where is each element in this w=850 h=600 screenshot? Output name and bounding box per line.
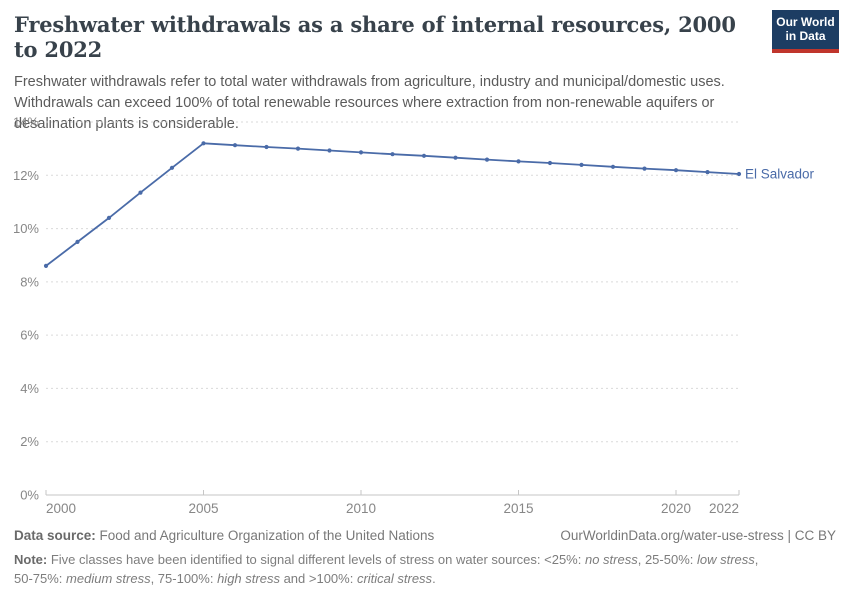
x-tick-label: 2005 — [188, 501, 218, 516]
y-tick-label: 14% — [13, 115, 39, 130]
footnote-segment: . — [432, 571, 436, 586]
data-point-marker[interactable] — [705, 170, 710, 175]
y-tick-label: 4% — [20, 381, 39, 396]
subtitle-line: Withdrawals can exceed 100% of total ren… — [14, 95, 715, 111]
owid-url-link[interactable]: OurWorldinData.org/water-use-stress — [560, 528, 784, 543]
owid-logo-line2: in Data — [785, 28, 826, 43]
data-point-marker[interactable] — [736, 171, 742, 177]
data-point-marker[interactable] — [642, 166, 647, 171]
footnote-segment: medium stress — [66, 571, 151, 586]
data-point-marker[interactable] — [390, 152, 395, 157]
footnote: Note: Five classes have been identified … — [14, 550, 776, 588]
data-point-marker[interactable] — [295, 146, 301, 151]
y-tick-label: 8% — [20, 274, 39, 289]
y-tick-label: 12% — [13, 168, 39, 183]
data-point-marker[interactable] — [106, 215, 112, 220]
footnote-segment: high stress — [217, 571, 280, 586]
line-chart[interactable]: 0% 2% 4% 6% 8% 10% 12% 14% 2000 2005 2010 2015 2020 2… — [0, 110, 850, 525]
entity-label[interactable]: El Salvador — [745, 166, 815, 181]
y-tick-label: 2% — [20, 434, 39, 449]
data-point-marker[interactable] — [138, 190, 143, 195]
footer-separator: | — [783, 528, 795, 543]
data-source: Data source: Food and Agriculture Organi… — [14, 528, 434, 543]
subtitle-line: Freshwater withdrawals refer to total wa… — [14, 74, 725, 90]
y-tick-label: 10% — [13, 221, 39, 236]
cc-by-link[interactable]: CC BY — [794, 528, 836, 543]
footnote-segment: , 50-75%: — [14, 552, 759, 586]
footnote-segment: Five classes have been identified to sig… — [47, 552, 585, 567]
x-tick-label: 2022 — [709, 501, 739, 516]
data-point-marker[interactable] — [547, 160, 553, 166]
footnote-segment: no stress — [584, 552, 638, 567]
chart-subtitle: Freshwater withdrawals refer to total wa… — [14, 72, 774, 135]
data-point-marker[interactable] — [264, 144, 269, 150]
owid-logo-line1: Our World — [776, 15, 835, 29]
data-point-marker[interactable] — [484, 157, 490, 162]
data-point-marker[interactable] — [516, 159, 521, 164]
footnote-segment: , 75-100%: — [150, 571, 218, 586]
owid-logo-text: Our World in Data — [772, 10, 839, 49]
x-tick-label: 2015 — [503, 501, 533, 516]
data-source-text: Food and Agriculture Organization of the… — [95, 528, 435, 543]
data-point-marker[interactable] — [610, 164, 616, 169]
data-point-marker[interactable] — [75, 239, 80, 244]
data-source-label: Data source: — [14, 528, 96, 543]
x-tick-label: 2000 — [46, 501, 76, 516]
chart-footer: Data source: Food and Agriculture Organi… — [14, 528, 836, 588]
chart-svg[interactable]: 0% 2% 4% 6% 8% 10% 12% 14% 2000 2005 2010 2015 2020 2… — [0, 110, 850, 525]
owid-logo[interactable]: Our World in Data — [772, 10, 839, 53]
data-point-marker[interactable] — [169, 165, 175, 170]
data-point-marker[interactable] — [579, 162, 584, 167]
subtitle-line: desalination plants is considerable. — [14, 116, 239, 132]
y-tick-label: 6% — [20, 328, 39, 343]
x-tick-label: 2020 — [661, 501, 691, 516]
footer-links: OurWorldinData.org/water-use-stress | CC… — [560, 528, 836, 543]
series-line — [45, 142, 740, 267]
data-point-marker[interactable] — [201, 141, 206, 146]
data-point-marker[interactable] — [327, 148, 332, 153]
y-tick-label: 0% — [20, 488, 39, 503]
footnote-segment: and >100%: — [279, 571, 357, 586]
owid-logo-stripe — [772, 49, 839, 53]
data-point-marker[interactable] — [358, 150, 364, 155]
data-point-marker[interactable] — [43, 263, 49, 268]
data-point-marker[interactable] — [453, 155, 458, 160]
chart-header: Freshwater withdrawals as a share of int… — [14, 10, 839, 135]
chart-title: Freshwater withdrawals as a share of int… — [14, 12, 736, 62]
footnote-segment: critical stress — [356, 571, 433, 586]
data-point-marker[interactable] — [421, 153, 427, 158]
data-point-marker[interactable] — [232, 143, 238, 148]
data-point-marker[interactable] — [673, 168, 679, 173]
footnote-segment: Note: — [14, 552, 48, 567]
x-tick-label: 2010 — [346, 501, 376, 516]
footnote-segment: , 25-50%: — [637, 552, 697, 567]
footnote-segment: low stress — [696, 552, 755, 567]
